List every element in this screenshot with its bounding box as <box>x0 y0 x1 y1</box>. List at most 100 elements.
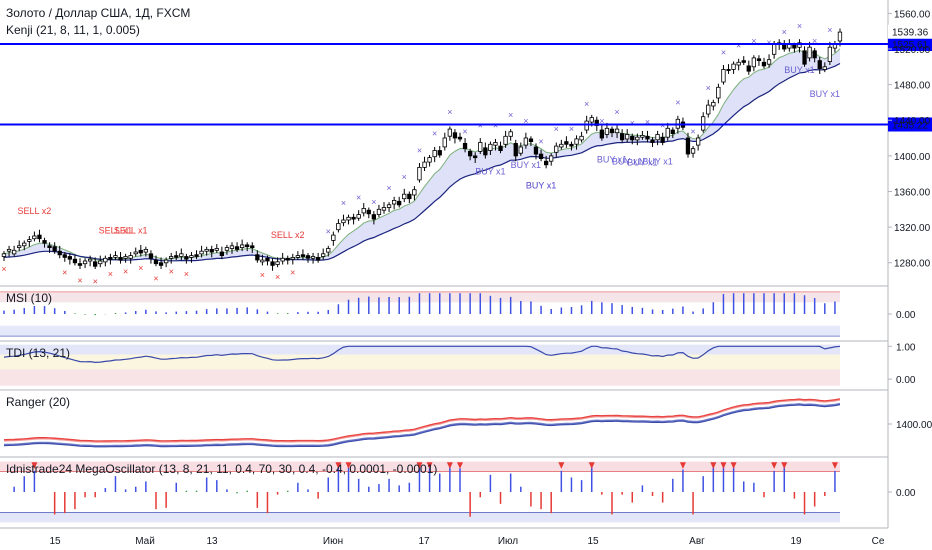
sell-cross-marker: × <box>138 263 143 273</box>
candle-body <box>1 253 7 257</box>
candle-body <box>346 216 351 221</box>
candle-body <box>72 258 78 264</box>
sell-cross-marker: × <box>1 264 6 274</box>
candle-body <box>11 249 17 255</box>
candle-body <box>599 129 604 139</box>
candle-body <box>574 138 579 145</box>
time-tick-label: 15 <box>49 536 61 547</box>
candle-body <box>351 216 356 220</box>
candle-body <box>42 240 47 244</box>
candle-body <box>604 127 610 135</box>
mega-sell-triangle <box>416 462 423 469</box>
price-tick-label: 1320.00 <box>894 223 931 234</box>
grid <box>0 0 889 529</box>
buy-signal-label: BUY x1 <box>642 156 672 166</box>
candle-body <box>513 142 518 157</box>
candle-body <box>670 129 675 134</box>
buy-cross-marker: × <box>675 97 680 107</box>
price-tick-label: 1280.00 <box>894 259 931 270</box>
candle-body <box>822 66 827 70</box>
candle-body <box>88 258 93 262</box>
buy-cross-marker: × <box>584 99 589 109</box>
candle-body <box>721 69 726 83</box>
candle-body <box>802 50 807 65</box>
time-tick-label: 13 <box>206 536 218 547</box>
candle-body <box>797 42 802 48</box>
candle-body <box>457 136 463 140</box>
buy-cross-marker: × <box>341 198 346 208</box>
candle-body <box>559 143 564 148</box>
candle-body <box>320 253 326 257</box>
candle-body <box>701 116 706 131</box>
mega-sell-triangle <box>446 462 453 469</box>
sell-cross-marker: × <box>93 276 98 286</box>
candle-body <box>472 155 478 159</box>
candle-body <box>437 150 442 156</box>
candle-body <box>189 255 194 258</box>
candle-body <box>219 251 225 256</box>
candle-body <box>356 214 361 219</box>
buy-cross-marker: × <box>432 129 437 139</box>
candle-body <box>366 209 371 215</box>
candle-body <box>584 120 589 131</box>
sell-cross-marker: × <box>169 267 174 277</box>
candle-body <box>285 257 290 261</box>
mega-sell-triangle <box>31 462 38 469</box>
candle-body <box>6 248 12 252</box>
buy-cross-marker: × <box>690 127 695 137</box>
candle-body <box>442 137 447 148</box>
buy-cross-marker: × <box>569 124 574 134</box>
panel-title: MSI (10) <box>6 291 52 305</box>
tdi-upper-zone <box>0 344 840 355</box>
candle-body <box>402 193 407 200</box>
buy-signal-label: BUY x1 <box>597 155 627 165</box>
candle-body <box>827 46 832 62</box>
buy-cross-marker: × <box>538 137 543 147</box>
candle-body <box>16 245 22 249</box>
mega-sell-triangle <box>771 462 778 469</box>
sell-signal-label: SELL x1 <box>99 226 133 236</box>
candle-body <box>305 255 311 259</box>
sell-cross-marker: × <box>77 275 82 285</box>
horizontal-levels[interactable]: 1525.61 1435.22 <box>0 36 932 132</box>
last-price-tag <box>888 24 932 39</box>
candle-body <box>706 104 711 115</box>
candle-body <box>174 255 179 258</box>
ranger-line <box>3 402 841 446</box>
candle-body <box>199 250 204 255</box>
candle-body <box>447 128 453 137</box>
time-tick-label: Май <box>135 536 155 547</box>
time-tick-label: Авг <box>689 536 705 547</box>
candle-body <box>194 254 199 257</box>
candle-body <box>280 257 285 262</box>
mega-sell-triangle <box>710 462 717 469</box>
candle-body <box>655 134 660 141</box>
candle-body <box>523 137 528 146</box>
sell-cross-marker: × <box>153 274 158 284</box>
candle-body <box>32 235 37 240</box>
buy-cross-marker: × <box>751 36 756 46</box>
candle-body <box>579 135 584 141</box>
buy-cross-marker: × <box>554 124 559 134</box>
buy-cross-marker: × <box>371 197 376 207</box>
panel-title: TDI (13, 21) <box>6 346 70 360</box>
candle-body <box>549 155 554 162</box>
buy-cross-marker: × <box>417 145 422 155</box>
sell-cross-marker: × <box>62 267 67 277</box>
candle-body <box>685 137 691 155</box>
candle-body <box>660 136 665 143</box>
sell-signal-label: SELL x2 <box>18 206 52 216</box>
candle-body <box>452 132 458 139</box>
buy-cross-marker: × <box>508 110 513 120</box>
buy-cross-marker: × <box>721 47 726 57</box>
tdi-mid-zone <box>0 354 840 370</box>
candle-body <box>336 223 341 231</box>
candle-body <box>229 245 235 249</box>
mega-sell-triangle <box>335 462 342 469</box>
buy-cross-marker: × <box>630 118 635 128</box>
ranger-line <box>3 399 841 443</box>
buy-cross-marker: × <box>782 27 787 37</box>
level-price-label: 1525.61 <box>892 40 929 51</box>
tdi-line <box>3 345 841 364</box>
candle-body <box>726 69 731 71</box>
